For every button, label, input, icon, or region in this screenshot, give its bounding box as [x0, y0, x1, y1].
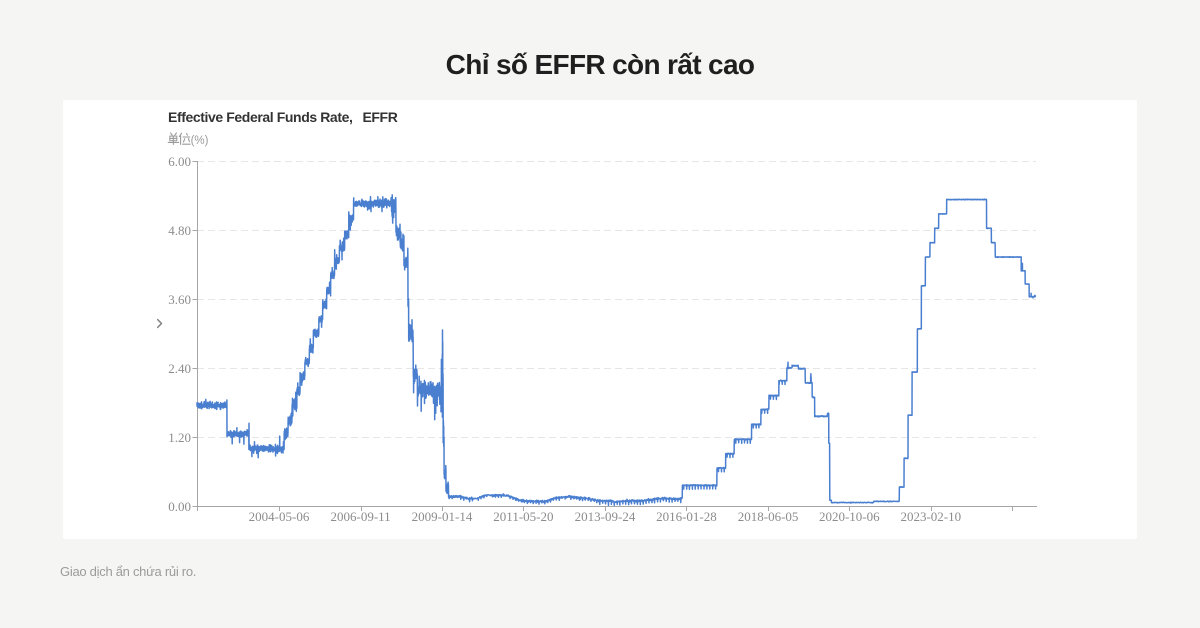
svg-text:0.00: 0.00: [168, 499, 191, 514]
svg-text:2009-01-14: 2009-01-14: [412, 509, 473, 524]
svg-text:6.00: 6.00: [168, 154, 191, 169]
svg-text:2013-09-24: 2013-09-24: [575, 509, 636, 524]
svg-text:(%): (%): [191, 135, 209, 147]
svg-text:2004-05-06: 2004-05-06: [249, 509, 310, 524]
svg-text:4.80: 4.80: [168, 223, 191, 238]
svg-text:3.60: 3.60: [168, 292, 191, 307]
svg-text:2011-05-20: 2011-05-20: [493, 509, 553, 524]
svg-text:1.20: 1.20: [168, 430, 191, 445]
svg-text:2023-02-10: 2023-02-10: [900, 509, 961, 524]
svg-text:Effective Federal Funds Rate,E: Effective Federal Funds Rate, EFFR: [168, 109, 398, 125]
svg-text:2016-01-28: 2016-01-28: [656, 509, 717, 524]
svg-text:2020-10-06: 2020-10-06: [819, 509, 880, 524]
svg-text:2.40: 2.40: [168, 361, 191, 376]
svg-text:2006-09-11: 2006-09-11: [331, 509, 391, 524]
svg-text:2018-06-05: 2018-06-05: [738, 509, 799, 524]
